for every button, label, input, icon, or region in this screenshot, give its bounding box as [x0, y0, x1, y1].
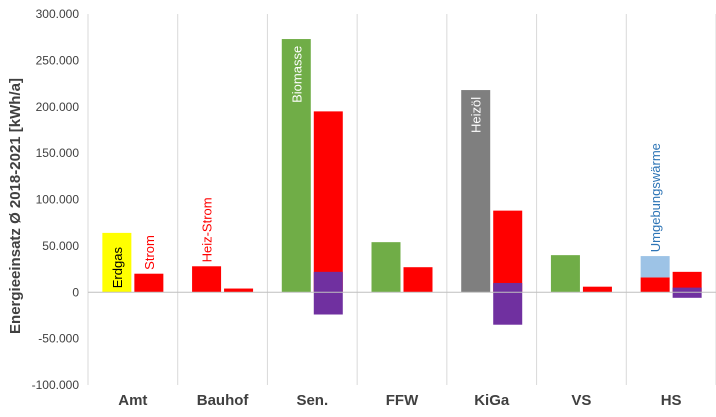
pv-bar-negative: [313, 292, 343, 315]
strom-bar: [582, 286, 612, 293]
bar-annotation: Umgebungswärme: [648, 143, 663, 252]
pv-bar-negative: [672, 292, 702, 298]
x-tick-label: VS: [571, 392, 591, 409]
x-tick-label: Amt: [118, 392, 147, 409]
strom-bar: [672, 271, 702, 293]
heat-bar: [550, 255, 580, 293]
bar-annotation: Erdgas: [110, 247, 125, 289]
y-tick-label: 0: [72, 285, 79, 299]
strom-bar: [493, 210, 523, 293]
y-tick-label: 50.000: [42, 239, 79, 253]
bar-annotation: Strom: [142, 235, 157, 270]
heat-bar: [371, 242, 401, 293]
y-axis-title: Energieeinsatz Ø 2018-2021 [kWh/a]: [7, 78, 24, 334]
heat-bar: [640, 256, 670, 278]
y-tick-label: 250.000: [36, 53, 80, 67]
heat-bar: [192, 266, 222, 293]
bar-annotation: Biomasse: [289, 46, 304, 103]
heat-bar: [640, 277, 670, 293]
strom-bar: [224, 288, 254, 293]
heat-bar: [461, 90, 491, 293]
grid-layer: [87, 14, 716, 385]
y-tick-label: 200.000: [36, 100, 80, 114]
x-tick-label: FFW: [386, 392, 419, 409]
pv-bar-negative: [493, 292, 523, 325]
pv-bar: [672, 287, 702, 293]
heat-bar: [281, 39, 311, 293]
strom-bar: [134, 273, 164, 293]
y-tick-label: -50.000: [38, 332, 79, 346]
strom-bar: [403, 267, 433, 293]
y-tick-label: 300.000: [36, 7, 80, 21]
y-tick-label: -100.000: [32, 378, 80, 392]
bar-annotation: Heiz-Strom: [200, 197, 215, 262]
x-tick-label: Bauhof: [197, 392, 250, 409]
x-tick-label: HS: [661, 392, 682, 409]
label-layer: Erdgas Strom Heiz-Strom Biomasse Heizöl Umgeb…: [110, 46, 663, 288]
pv-bar: [493, 282, 523, 293]
bar-annotation: Heizöl: [469, 97, 484, 133]
pv-bar: [313, 271, 343, 293]
y-tick-label: 100.000: [36, 193, 80, 207]
strom-bar: [313, 111, 343, 293]
y-tick-label: 150.000: [36, 146, 80, 160]
heat-bar: [102, 232, 132, 293]
x-tick-label: KiGa: [474, 392, 510, 409]
bar-layer: [102, 39, 702, 325]
x-tick-label: Sen.: [296, 392, 328, 409]
axis-layer: -100.000 -50.000 0 50.000 100.000 150.000 200.…: [32, 7, 716, 409]
